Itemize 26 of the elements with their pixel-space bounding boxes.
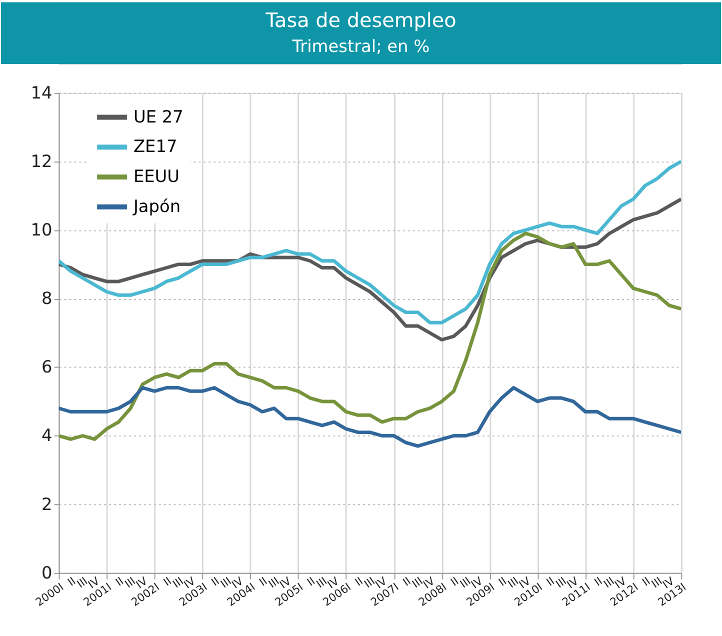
y-tick-label: 8: [42, 288, 52, 308]
legend-label: ZE17: [133, 136, 178, 156]
y-tick-label: 4: [42, 425, 52, 446]
legend-label: EEUU: [133, 166, 180, 186]
y-tick-label: 12: [30, 150, 52, 171]
line-series: [58, 386, 682, 448]
y-tick-label: 6: [42, 356, 52, 377]
legend-label: Japón: [132, 196, 181, 216]
x-tick-label: II: [496, 574, 509, 589]
x-tick-label: II: [304, 574, 318, 589]
x-tick-label: II: [161, 574, 174, 589]
line-series: [58, 232, 682, 441]
x-tick-label: II: [592, 574, 605, 589]
x-tick-label: II: [544, 574, 557, 589]
y-tick-label: 10: [30, 220, 52, 240]
x-tick-label: II: [113, 574, 126, 589]
y-tick-label: 14: [30, 82, 52, 102]
x-tick-label: II: [400, 574, 414, 589]
chart-subtitle: Trimestral; en %: [291, 36, 430, 56]
line-series: [58, 160, 682, 324]
x-tick-label: II: [352, 574, 366, 589]
y-tick-label: 0: [42, 562, 52, 582]
x-tick-label: II: [208, 574, 222, 589]
chart-title: Tasa de desempleo: [264, 9, 456, 32]
y-tick-label: 2: [42, 494, 52, 514]
legend-label: UE 27: [133, 106, 184, 126]
